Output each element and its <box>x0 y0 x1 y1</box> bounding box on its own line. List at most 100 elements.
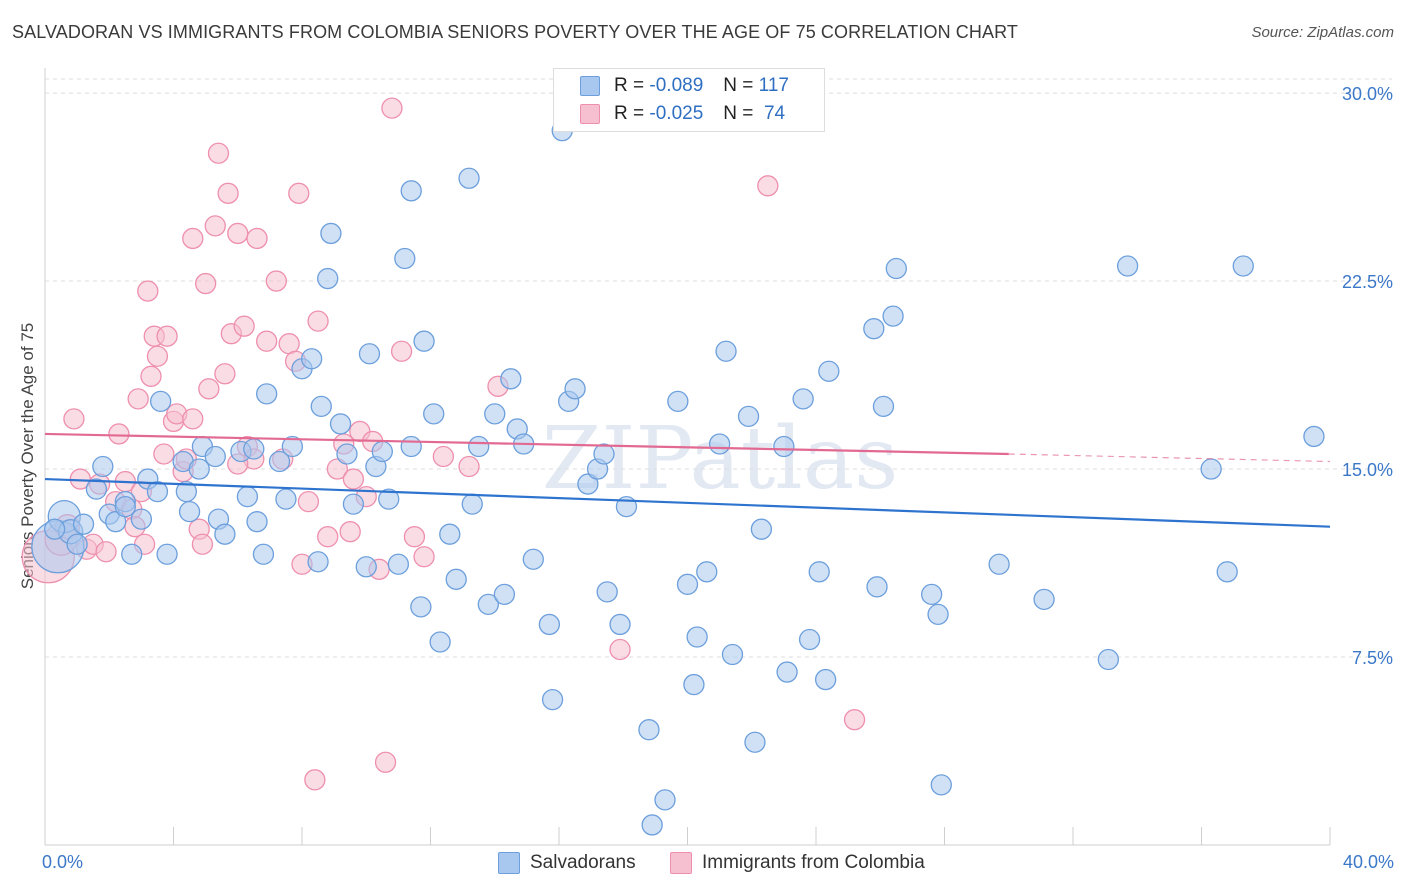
salvadoran-point <box>927 603 949 626</box>
legend-r-label: R = <box>614 103 645 124</box>
salvadoran-point <box>281 435 304 458</box>
salvadoran-point <box>72 513 95 535</box>
salvadoran-point <box>1097 648 1119 671</box>
salvadoran-point <box>114 495 136 518</box>
salvadoran-point <box>429 631 451 653</box>
salvadoran-point <box>378 488 400 510</box>
salvadoran-point <box>1033 588 1055 611</box>
colombia-point <box>288 182 310 204</box>
salvadoran-point <box>1200 458 1222 480</box>
colombia-point <box>108 423 130 445</box>
salvadoran-point <box>885 257 907 280</box>
salvadoran-point <box>708 433 731 455</box>
colombia-point <box>297 490 320 513</box>
salvadoran-point <box>268 450 291 473</box>
salvadoran-point <box>750 518 773 540</box>
salvadoran-point <box>814 668 837 691</box>
legend-swatch-blue <box>580 76 600 96</box>
salvadoran-point <box>105 511 127 533</box>
salvadoran-point <box>300 348 323 370</box>
bottom-legend-swatch-pink <box>670 852 692 874</box>
salvadoran-point <box>1116 255 1139 277</box>
salvadoran-point <box>439 523 461 545</box>
x-tick-label-max: 40.0% <box>1342 852 1394 872</box>
salvadoran-point <box>342 493 365 515</box>
salvadoran-point <box>307 551 329 573</box>
colombia-point <box>432 445 455 468</box>
salvadoran-point <box>596 581 618 603</box>
salvadoran-point <box>721 643 744 666</box>
legend-n-label: N = <box>723 75 754 96</box>
salvadoran-point <box>387 553 410 575</box>
salvadoran-point <box>92 455 114 478</box>
colombia-point <box>63 408 85 430</box>
colombia-point <box>146 345 169 367</box>
salvadoran-point <box>204 445 226 468</box>
colombia-point <box>207 142 230 164</box>
salvadoran-point <box>538 613 561 636</box>
salvadoran-point <box>638 719 660 741</box>
salvadoran-point <box>593 443 615 465</box>
salvadoran-point <box>667 390 689 413</box>
salvadoran-point <box>1232 255 1254 277</box>
colombia-point <box>140 365 162 387</box>
salvadoran-point <box>522 548 544 570</box>
salvadoran-point <box>317 267 339 290</box>
salvadoran-point <box>921 583 943 606</box>
bottom-legend-colombia: Immigrants from Colombia <box>670 852 925 874</box>
salvadoran-point <box>358 343 381 365</box>
chart-title: SALVADORAN VS IMMIGRANTS FROM COLOMBIA S… <box>12 22 1018 42</box>
colombia-point <box>246 227 268 250</box>
salvadoran-point <box>445 568 467 590</box>
colombia-point <box>227 222 249 245</box>
colombia-point <box>843 709 866 731</box>
salvadoran-point <box>686 626 708 648</box>
salvadoran-point <box>214 523 236 545</box>
salvadoran-point <box>130 508 153 530</box>
salvadoran-point <box>178 500 201 523</box>
salvadoran-point <box>458 167 480 189</box>
salvadoran-point <box>744 731 766 753</box>
salvadoran-point <box>371 440 393 463</box>
legend-n-label: N = <box>723 103 754 124</box>
colombia-trend-line <box>44 432 1009 456</box>
salvadoran-point <box>484 403 506 425</box>
salvadoran-point <box>654 789 676 811</box>
salvadoran-point <box>1303 425 1325 448</box>
salvadoran-point <box>541 688 564 711</box>
salvadoran-point <box>43 518 66 540</box>
colombia-point <box>307 310 329 332</box>
salvadoran-point <box>252 543 275 565</box>
salvadoran-point <box>188 458 210 480</box>
salvadoran-point <box>866 576 888 598</box>
legend-n-value: 74 <box>763 103 786 124</box>
colombia-trend-line-dashed <box>1008 453 1331 463</box>
salvadoran-point <box>394 247 416 270</box>
colombia-point <box>390 340 413 362</box>
legend-row-colombia: R = -0.025 N = 74 <box>580 101 785 127</box>
salvadoran-point <box>609 613 631 636</box>
y-tick-label: 22.5% <box>1342 272 1393 292</box>
colombia-point <box>413 546 435 568</box>
salvadoran-point <box>696 561 718 583</box>
colombia-point <box>317 526 339 548</box>
y-tick-label: 15.0% <box>1342 460 1393 480</box>
salvadoran-point <box>310 395 332 418</box>
colombia-point <box>265 270 287 292</box>
salvadoran-point <box>413 330 435 352</box>
bottom-legend-salvadorans: Salvadorans <box>498 852 636 874</box>
salvadoran-point <box>808 561 830 583</box>
salvadoran-point <box>477 593 499 616</box>
colombia-point <box>326 458 348 480</box>
bottom-legend: Salvadorans Immigrants from Colombia <box>0 852 1406 876</box>
bottom-legend-label: Salvadorans <box>530 852 636 873</box>
colombia-point <box>458 455 480 478</box>
salvadoran-point <box>66 533 88 555</box>
salvadoran-point <box>146 480 169 503</box>
colombia-point <box>217 182 239 204</box>
colombia-point <box>757 175 779 197</box>
salvadoran-point <box>468 435 490 458</box>
salvadoran-point <box>776 661 798 683</box>
legend-swatch-pink <box>580 104 600 124</box>
